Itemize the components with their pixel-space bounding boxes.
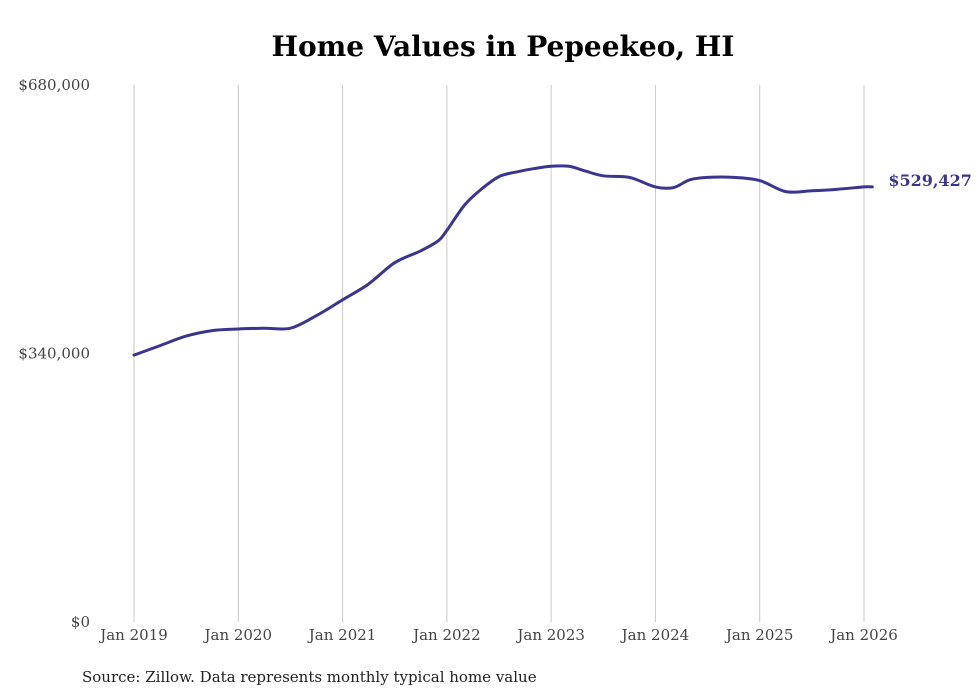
chart-title: Home Values in Pepeekeo, HI (271, 30, 735, 63)
x-tick-label-5: Jan 2024 (620, 626, 690, 644)
y-axis-tick-labels: $0 $340,000 $680,000 (18, 76, 90, 631)
series-line-home-value (132, 164, 874, 357)
x-tick-label-2: Jan 2021 (307, 626, 377, 644)
x-tick-label-4: Jan 2023 (515, 626, 585, 644)
gridlines (133, 85, 865, 622)
end-value-label: $529,427 (888, 171, 972, 190)
y-tick-label-0: $0 (71, 613, 90, 631)
x-tick-label-7: Jan 2026 (828, 626, 898, 644)
source-note: Source: Zillow. Data represents monthly … (82, 668, 537, 686)
x-tick-label-6: Jan 2025 (724, 626, 794, 644)
x-tick-label-3: Jan 2022 (411, 626, 481, 644)
x-axis-tick-labels: Jan 2019 Jan 2020 Jan 2021 Jan 2022 Jan 2023… (98, 626, 898, 644)
x-tick-label-1: Jan 2020 (203, 626, 273, 644)
y-tick-label-2: $680,000 (18, 76, 90, 94)
y-tick-label-1: $340,000 (18, 345, 90, 363)
x-tick-label-0: Jan 2019 (98, 626, 168, 644)
